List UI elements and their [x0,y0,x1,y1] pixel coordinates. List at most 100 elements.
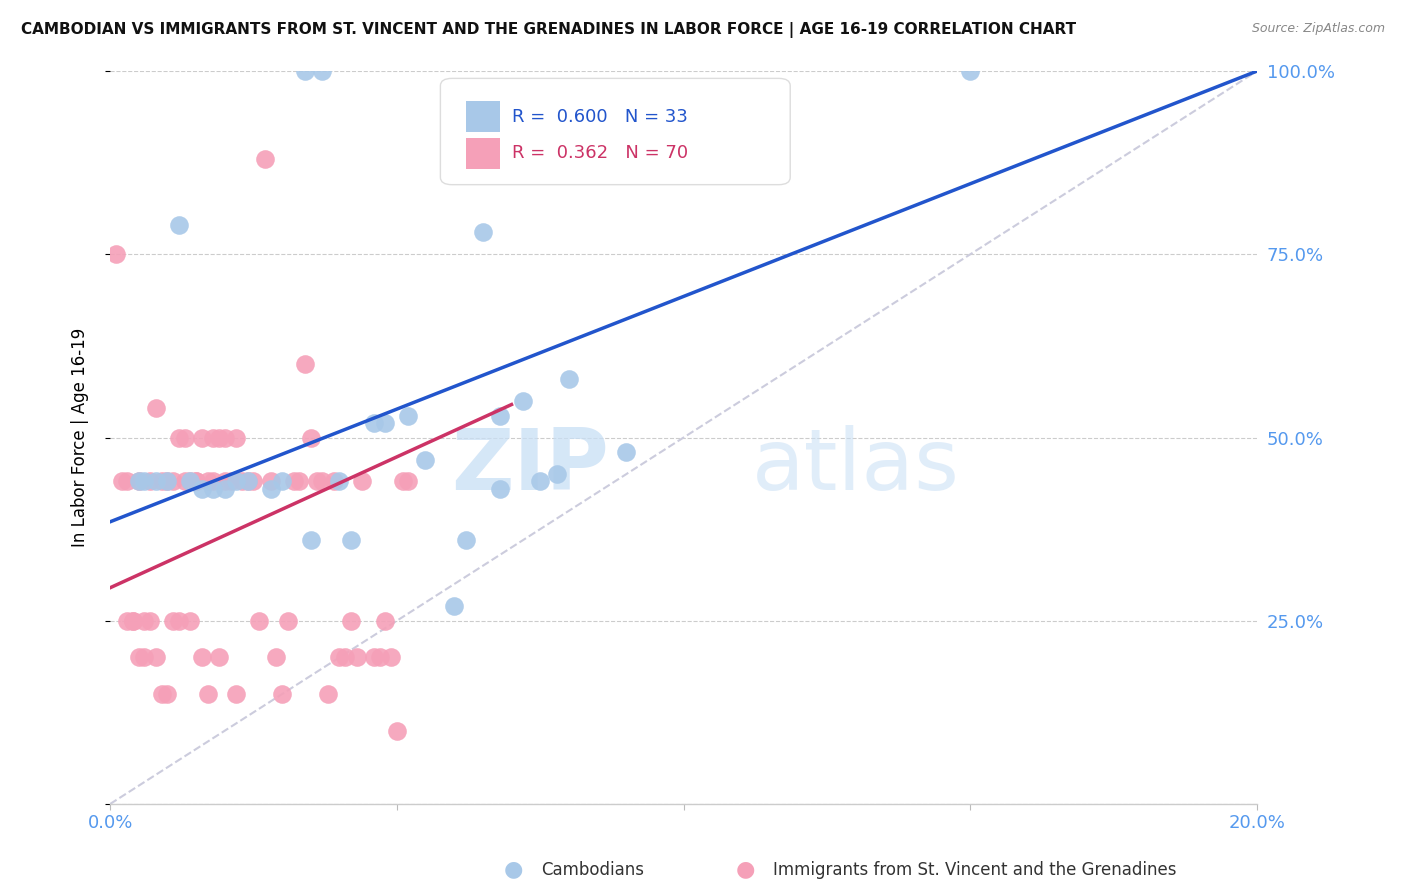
Point [191,650,214,665]
Text: R =  0.600   N = 33: R = 0.600 N = 33 [512,108,688,126]
FancyBboxPatch shape [440,78,790,185]
Point [197,687,219,701]
Point [363,416,385,430]
Point [236,475,259,489]
Point [184,475,207,489]
Point [959,64,981,78]
Point [236,475,259,489]
Point [380,650,402,665]
Point [145,401,167,416]
Text: atlas: atlas [752,425,960,508]
Point [179,614,201,628]
Point [191,482,214,496]
Point [202,475,225,489]
FancyBboxPatch shape [465,137,501,169]
Point [173,430,195,444]
Point [335,650,357,665]
Point [219,475,242,489]
Text: ●: ● [735,860,755,880]
Point [259,482,281,496]
Point [202,482,225,496]
Point [202,430,225,444]
Point [208,430,231,444]
Point [162,475,184,489]
Point [253,152,276,166]
Point [242,475,264,489]
Point [191,430,214,444]
Point [104,247,127,261]
Point [471,225,494,239]
Point [288,475,311,489]
Point [340,614,363,628]
Y-axis label: In Labor Force | Age 16-19: In Labor Force | Age 16-19 [72,328,89,547]
Point [225,687,247,701]
Point [277,614,299,628]
Point [179,475,201,489]
Text: Immigrants from St. Vincent and the Grenadines: Immigrants from St. Vincent and the Gren… [773,861,1177,879]
Point [110,475,132,489]
Point [225,430,247,444]
Point [139,614,162,628]
Point [145,650,167,665]
Point [311,64,333,78]
Point [546,467,568,482]
Point [512,393,534,408]
Point [352,475,374,489]
Point [299,430,322,444]
Point [145,475,167,489]
Point [259,475,281,489]
Point [363,650,385,665]
Point [443,599,465,613]
Point [156,475,179,489]
Point [271,687,294,701]
Text: Source: ZipAtlas.com: Source: ZipAtlas.com [1251,22,1385,36]
Point [122,614,145,628]
Point [294,64,316,78]
Text: CAMBODIAN VS IMMIGRANTS FROM ST. VINCENT AND THE GRENADINES IN LABOR FORCE | AGE: CAMBODIAN VS IMMIGRANTS FROM ST. VINCENT… [21,22,1076,38]
Point [271,475,294,489]
Point [156,687,179,701]
Point [134,650,156,665]
Point [128,475,150,489]
Text: ZIP: ZIP [451,425,609,508]
Point [134,475,156,489]
Point [374,416,396,430]
Point [322,475,344,489]
Point [173,475,195,489]
Point [489,409,512,423]
Point [179,475,201,489]
Point [385,723,408,738]
Point [117,475,139,489]
Point [328,475,350,489]
Point [122,614,145,628]
Point [156,475,179,489]
Point [374,614,396,628]
Point [225,475,247,489]
Point [396,475,419,489]
Point [368,650,391,665]
Point [454,533,477,548]
Point [184,475,207,489]
Point [328,650,350,665]
Point [139,475,162,489]
Point [208,650,231,665]
Point [128,650,150,665]
Point [415,452,437,467]
Text: R =  0.362   N = 70: R = 0.362 N = 70 [512,145,688,162]
Point [117,614,139,628]
Point [247,614,270,628]
Point [167,614,190,628]
Point [305,475,328,489]
Point [558,372,581,386]
Point [150,475,173,489]
Point [214,482,236,496]
Point [162,614,184,628]
Point [529,475,551,489]
Point [197,475,219,489]
Text: Cambodians: Cambodians [541,861,644,879]
Point [294,357,316,371]
Point [391,475,413,489]
Point [167,218,190,232]
FancyBboxPatch shape [465,101,501,132]
Point [316,687,339,701]
